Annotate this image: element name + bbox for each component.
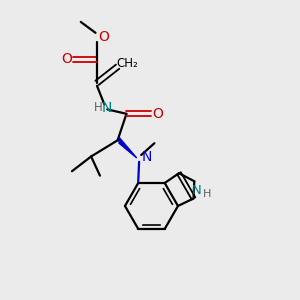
Text: O: O [61,52,72,66]
Text: O: O [152,107,164,121]
Text: H: H [94,101,102,114]
Text: CH₂: CH₂ [116,57,138,70]
Text: N: N [192,184,202,196]
Text: H: H [202,189,211,199]
Text: O: O [98,30,109,44]
Text: N: N [141,150,152,164]
Polygon shape [119,137,137,158]
Text: N: N [102,101,112,115]
